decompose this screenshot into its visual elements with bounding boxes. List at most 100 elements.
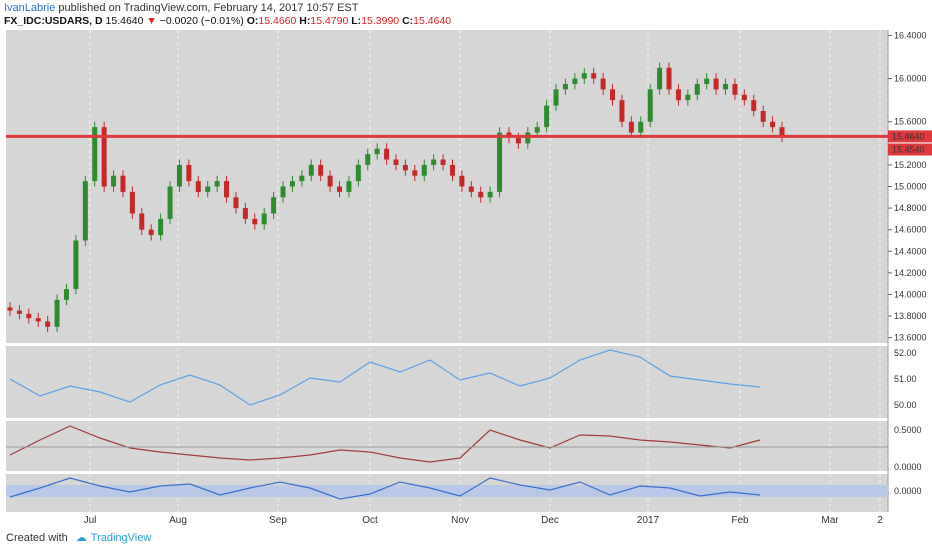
candle-body bbox=[497, 132, 503, 192]
candle-body bbox=[214, 181, 220, 187]
candle-body bbox=[139, 213, 145, 230]
candle-body bbox=[751, 100, 757, 111]
price-change: −0.0020 (−0.01%) bbox=[159, 15, 244, 27]
symbol-name[interactable]: FX_IDC:USDARS, D bbox=[4, 15, 103, 27]
candle-body bbox=[628, 121, 634, 133]
indicator3-band bbox=[6, 485, 888, 497]
candle-body bbox=[195, 181, 201, 192]
candle-body bbox=[346, 181, 352, 192]
oscillator-tick-label: 51.00 bbox=[894, 374, 917, 384]
candle-body bbox=[242, 208, 248, 219]
candle-body bbox=[591, 73, 597, 79]
oscillator-panel-bg bbox=[6, 346, 888, 418]
candle-body bbox=[355, 164, 361, 182]
x-tick-label: Aug bbox=[169, 515, 187, 526]
candle-body bbox=[374, 148, 380, 155]
candle-body bbox=[553, 89, 559, 106]
price-tag-label: 15.4540 bbox=[892, 144, 925, 154]
candle-body bbox=[111, 175, 117, 187]
x-tick-label: Jul bbox=[84, 515, 97, 526]
candle-body bbox=[148, 229, 154, 236]
candle-body bbox=[271, 197, 277, 214]
candle-body bbox=[224, 181, 230, 198]
candle-body bbox=[101, 127, 107, 187]
candle-body bbox=[770, 121, 776, 128]
indicator2-tick-label: 0.0000 bbox=[894, 462, 922, 472]
candle-body bbox=[515, 137, 521, 144]
candle-body bbox=[7, 307, 13, 311]
x-tick-label: Dec bbox=[541, 515, 559, 526]
author-link[interactable]: IvanLabrie bbox=[4, 2, 56, 14]
candle-body bbox=[337, 186, 343, 192]
candle-body bbox=[73, 240, 79, 290]
x-tick-label: Mar bbox=[821, 515, 839, 526]
price-chart[interactable]: 16.4000 16.0000 15.6000 15.2000 14.8000 14.60… bbox=[0, 0, 932, 530]
candle-body bbox=[205, 186, 211, 192]
candle-body bbox=[638, 121, 644, 133]
price-tick-label: 14.8000 bbox=[894, 203, 927, 213]
candle-body bbox=[534, 127, 540, 133]
candle-body bbox=[525, 132, 531, 144]
symbol-bar: FX_IDC:USDARS, D 15.4640 ▼ −0.0020 (−0.0… bbox=[4, 15, 451, 27]
candle-body bbox=[779, 127, 785, 137]
open-value: 15.4660 bbox=[258, 15, 297, 27]
candle-body bbox=[741, 94, 747, 101]
candle-body bbox=[318, 164, 324, 176]
price-tick-label: 14.6000 bbox=[894, 225, 927, 235]
price-tick-label: 15.6000 bbox=[894, 117, 927, 127]
candle-body bbox=[365, 154, 371, 165]
tradingview-brand[interactable]: TradingView bbox=[90, 532, 152, 544]
price-tag-bg bbox=[888, 143, 932, 156]
price-tick-label: 16.4000 bbox=[894, 30, 927, 40]
candle-body bbox=[289, 181, 295, 187]
candle-body bbox=[412, 170, 418, 176]
candle-body bbox=[657, 67, 663, 90]
created-with-text: Created with bbox=[6, 532, 68, 544]
candle-body bbox=[384, 148, 390, 160]
candle-body bbox=[421, 164, 427, 176]
price-tick-label: 15.2000 bbox=[894, 160, 927, 170]
candle-body bbox=[261, 213, 267, 225]
candle-body bbox=[186, 164, 192, 182]
candle-body bbox=[252, 218, 258, 225]
candle-body bbox=[431, 159, 437, 165]
oscillator-tick-label: 52.00 bbox=[894, 348, 917, 358]
candle-body bbox=[562, 83, 568, 90]
candle-body bbox=[327, 175, 333, 187]
candle-body bbox=[63, 289, 69, 300]
candle-body bbox=[487, 191, 493, 198]
candle-body bbox=[610, 89, 616, 101]
candle-body bbox=[82, 181, 88, 241]
candle-body bbox=[704, 78, 710, 84]
indicator2-tick-label: 0.5000 bbox=[894, 425, 922, 435]
footer: Created with ☁ TradingView bbox=[6, 531, 151, 544]
candle-body bbox=[478, 191, 484, 198]
indicator2-line bbox=[9, 425, 761, 463]
candle-body bbox=[26, 313, 32, 319]
candle-body bbox=[723, 83, 729, 90]
price-tick-label: 13.8000 bbox=[894, 311, 927, 321]
close-value: 15.4640 bbox=[413, 15, 452, 27]
indicator2-panel-bg bbox=[6, 421, 888, 471]
candle-body bbox=[600, 78, 606, 90]
open-label: O: bbox=[246, 15, 259, 27]
oscillator-line bbox=[9, 349, 761, 406]
high-value: 15.4790 bbox=[310, 15, 349, 27]
candle-body bbox=[619, 100, 625, 122]
candle-body bbox=[299, 175, 305, 182]
last-price: 15.4640 bbox=[105, 15, 144, 27]
price-tick-label: 14.0000 bbox=[894, 289, 927, 299]
publish-header: IvanLabrie published on TradingView.com,… bbox=[4, 2, 358, 14]
tradingview-logo-icon: ☁ bbox=[75, 532, 87, 544]
publish-info: published on TradingView.com, February 1… bbox=[55, 2, 359, 14]
price-tick-label: 13.6000 bbox=[894, 333, 927, 343]
candle-body bbox=[233, 197, 239, 209]
close-label: C: bbox=[402, 15, 414, 27]
price-tick-label: 14.2000 bbox=[894, 268, 927, 278]
low-value: 15.3990 bbox=[361, 15, 400, 27]
price-tag-bg bbox=[888, 130, 932, 143]
indicator3-line bbox=[9, 477, 761, 500]
candle-body bbox=[647, 89, 653, 122]
candle-body bbox=[120, 175, 126, 192]
candle-body bbox=[176, 164, 182, 187]
